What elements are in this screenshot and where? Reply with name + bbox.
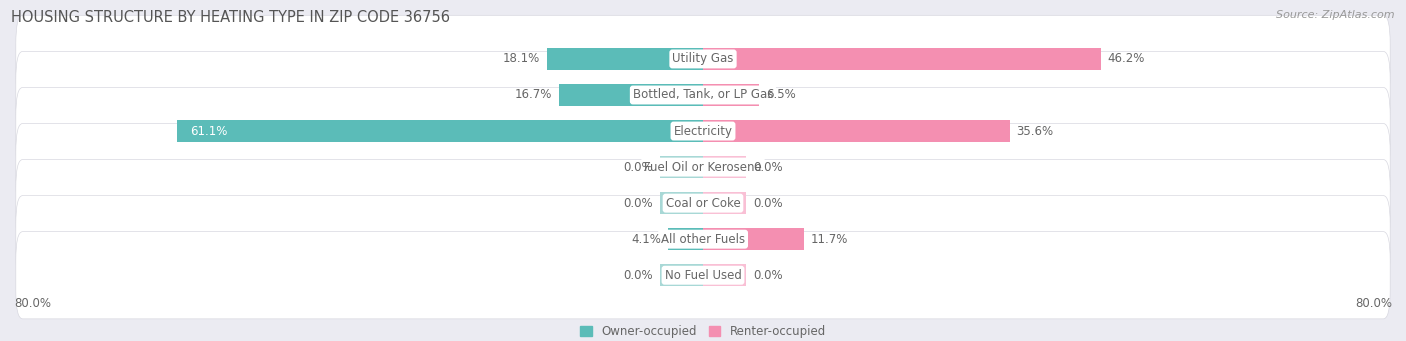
Text: 80.0%: 80.0% xyxy=(14,297,51,310)
Text: Electricity: Electricity xyxy=(673,124,733,137)
Text: Utility Gas: Utility Gas xyxy=(672,53,734,65)
Bar xyxy=(703,264,747,286)
Bar xyxy=(659,192,703,214)
Legend: Owner-occupied, Renter-occupied: Owner-occupied, Renter-occupied xyxy=(575,321,831,341)
Text: No Fuel Used: No Fuel Used xyxy=(665,269,741,282)
Text: Coal or Coke: Coal or Coke xyxy=(665,197,741,210)
FancyBboxPatch shape xyxy=(15,123,1391,211)
Bar xyxy=(703,84,759,106)
Bar xyxy=(659,156,703,178)
Text: 61.1%: 61.1% xyxy=(190,124,228,137)
Bar xyxy=(703,156,747,178)
Bar xyxy=(177,120,703,142)
Text: Source: ZipAtlas.com: Source: ZipAtlas.com xyxy=(1277,10,1395,20)
Bar xyxy=(703,228,804,250)
Text: 0.0%: 0.0% xyxy=(623,269,652,282)
Text: HOUSING STRUCTURE BY HEATING TYPE IN ZIP CODE 36756: HOUSING STRUCTURE BY HEATING TYPE IN ZIP… xyxy=(11,10,450,25)
FancyBboxPatch shape xyxy=(15,196,1391,283)
Text: Fuel Oil or Kerosene: Fuel Oil or Kerosene xyxy=(644,161,762,174)
FancyBboxPatch shape xyxy=(15,51,1391,138)
Text: 0.0%: 0.0% xyxy=(623,161,652,174)
Text: 0.0%: 0.0% xyxy=(623,197,652,210)
Text: 18.1%: 18.1% xyxy=(503,53,540,65)
Bar xyxy=(703,48,1101,70)
Text: 4.1%: 4.1% xyxy=(631,233,661,246)
Bar xyxy=(560,84,703,106)
FancyBboxPatch shape xyxy=(15,87,1391,175)
Bar xyxy=(703,120,1010,142)
Text: 0.0%: 0.0% xyxy=(754,197,783,210)
Bar xyxy=(668,228,703,250)
Text: Bottled, Tank, or LP Gas: Bottled, Tank, or LP Gas xyxy=(633,89,773,102)
Text: 6.5%: 6.5% xyxy=(766,89,796,102)
Text: 35.6%: 35.6% xyxy=(1017,124,1053,137)
Text: 16.7%: 16.7% xyxy=(515,89,553,102)
Text: 80.0%: 80.0% xyxy=(1355,297,1392,310)
Text: 0.0%: 0.0% xyxy=(754,161,783,174)
Text: All other Fuels: All other Fuels xyxy=(661,233,745,246)
Text: 0.0%: 0.0% xyxy=(754,269,783,282)
Bar xyxy=(659,264,703,286)
Text: 11.7%: 11.7% xyxy=(811,233,848,246)
Bar xyxy=(703,192,747,214)
Bar xyxy=(547,48,703,70)
FancyBboxPatch shape xyxy=(15,232,1391,319)
FancyBboxPatch shape xyxy=(15,160,1391,247)
Text: 46.2%: 46.2% xyxy=(1108,53,1144,65)
FancyBboxPatch shape xyxy=(15,15,1391,103)
